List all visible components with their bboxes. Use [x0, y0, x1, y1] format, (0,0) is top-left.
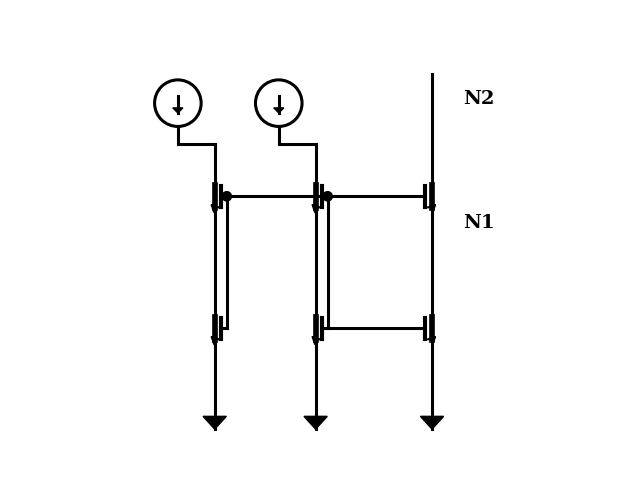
Text: N2: N2 [463, 90, 495, 108]
Circle shape [323, 192, 333, 201]
Text: N1: N1 [463, 215, 495, 232]
Polygon shape [173, 108, 183, 113]
Polygon shape [420, 416, 444, 429]
Circle shape [222, 192, 232, 201]
Polygon shape [304, 416, 327, 429]
Polygon shape [274, 108, 284, 113]
Polygon shape [203, 416, 227, 429]
